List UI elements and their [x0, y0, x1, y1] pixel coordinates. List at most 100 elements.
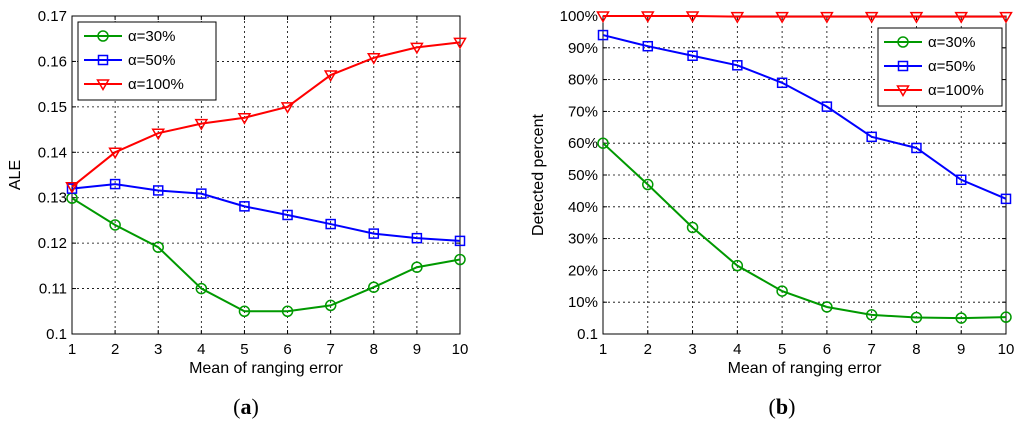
- y-tick-label: 30%: [568, 231, 598, 248]
- y-tick-label: 10%: [568, 294, 598, 311]
- y-tick-label: 0.11: [39, 281, 67, 298]
- data-point: [152, 241, 164, 253]
- series-line: [71, 183, 461, 242]
- x-tick-label: 8: [912, 341, 920, 358]
- data-point: [454, 253, 466, 266]
- x-tick-label: 4: [197, 341, 205, 358]
- x-tick-label: 5: [240, 341, 248, 358]
- legend-entry: α=50%: [128, 52, 175, 69]
- data-point: [955, 174, 967, 186]
- data-point: [238, 305, 251, 318]
- series-line: [603, 15, 1006, 18]
- y-tick-label: 0.14: [38, 144, 67, 161]
- x-tick-label: 4: [733, 341, 741, 358]
- data-point: [454, 235, 466, 247]
- series-triangle-down: [65, 37, 467, 194]
- data-point: [194, 118, 209, 131]
- series-square: [66, 178, 466, 247]
- data-point: [411, 232, 423, 244]
- data-point: [910, 311, 923, 324]
- data-point: [866, 131, 877, 143]
- data-point: [108, 147, 122, 160]
- x-tick-label: 2: [644, 341, 652, 358]
- x-tick-label: 3: [154, 341, 162, 358]
- data-point: [775, 11, 789, 24]
- legend-entry: α=30%: [128, 28, 175, 45]
- series-triangle-down: [596, 11, 1013, 24]
- data-point: [685, 11, 700, 23]
- data-point: [1000, 311, 1012, 323]
- data-point: [239, 201, 250, 212]
- x-tick-label: 2: [111, 341, 119, 358]
- data-point: [325, 218, 336, 230]
- data-point: [686, 221, 699, 234]
- data-point: [368, 281, 380, 293]
- y-tick-label: 50%: [568, 167, 598, 184]
- series-line: [602, 34, 1007, 200]
- caption-letter: a: [241, 394, 252, 419]
- y-tick-label: 0.16: [38, 53, 67, 70]
- data-point: [237, 113, 252, 125]
- data-point: [453, 37, 467, 50]
- series-line: [71, 197, 461, 313]
- series-square: [597, 29, 1012, 205]
- caption-open: (: [233, 394, 240, 419]
- x-tick-label: 1: [68, 341, 76, 358]
- data-point: [821, 301, 833, 313]
- data-point: [280, 102, 295, 114]
- data-point: [820, 11, 834, 24]
- data-point: [281, 305, 294, 318]
- x-tick-label: 10: [452, 341, 469, 358]
- series-line: [71, 41, 461, 188]
- x-tick-label: 3: [688, 341, 696, 358]
- panel-caption: (a): [233, 394, 259, 419]
- x-tick-label: 1: [599, 341, 607, 358]
- y-tick-label: 0.15: [38, 99, 67, 116]
- data-point: [954, 11, 969, 24]
- y-axis-label: ALE: [7, 160, 24, 190]
- data-point: [366, 53, 381, 65]
- caption-open: (: [769, 394, 776, 419]
- legend-marker: [96, 79, 110, 91]
- data-point: [640, 11, 655, 23]
- legend-entry: α=30%: [928, 34, 975, 51]
- x-axis-label: Mean of ranging error: [189, 360, 344, 377]
- x-tick-label: 9: [957, 341, 965, 358]
- chart-panel-b: 1 2 3 4 5 6 7 8 9 10 0.1 10% 20% 30% 40% 50% 60% 70% 80% 90…: [530, 8, 1014, 419]
- axes-frame: [71, 15, 461, 335]
- data-point: [195, 282, 208, 295]
- data-point: [865, 309, 878, 321]
- y-axis-label: Detected percent: [530, 114, 547, 236]
- data-point: [864, 11, 879, 24]
- data-point: [909, 11, 924, 24]
- y-tick-label: 0.17: [38, 8, 67, 25]
- legend-entry: α=100%: [928, 82, 984, 99]
- data-point: [151, 128, 166, 141]
- y-tick-label: 20%: [568, 262, 598, 279]
- data-point: [732, 60, 743, 71]
- data-point: [730, 11, 745, 24]
- data-point: [368, 228, 380, 239]
- x-tick-label: 6: [283, 341, 291, 358]
- data-point: [955, 312, 967, 324]
- data-point: [776, 285, 788, 297]
- x-tick-label: 7: [867, 341, 875, 358]
- legend-marker: [897, 36, 909, 48]
- legend-marker: [897, 60, 909, 72]
- y-tick-label: 80%: [568, 72, 598, 89]
- caption-close: ): [252, 394, 259, 419]
- data-point: [597, 29, 609, 41]
- data-point: [152, 185, 164, 196]
- data-point: [999, 11, 1013, 24]
- y-tick-label: 70%: [568, 103, 598, 120]
- data-point: [687, 50, 698, 61]
- caption-close: ): [788, 394, 795, 419]
- y-tick-label: 40%: [568, 199, 598, 216]
- x-tick-label: 10: [998, 341, 1015, 358]
- y-tick-label: 0.1: [577, 326, 598, 343]
- legend-marker: [97, 54, 109, 66]
- y-tick-label: 0.1: [46, 326, 67, 343]
- x-tick-label: 5: [778, 341, 786, 358]
- data-point: [65, 182, 79, 194]
- chart-panel-a: 1 2 3 4 5 6 7 8 9 10 0.1 0.11 0.12 0.13 0.14 0.15 0.16 0.…: [7, 8, 468, 419]
